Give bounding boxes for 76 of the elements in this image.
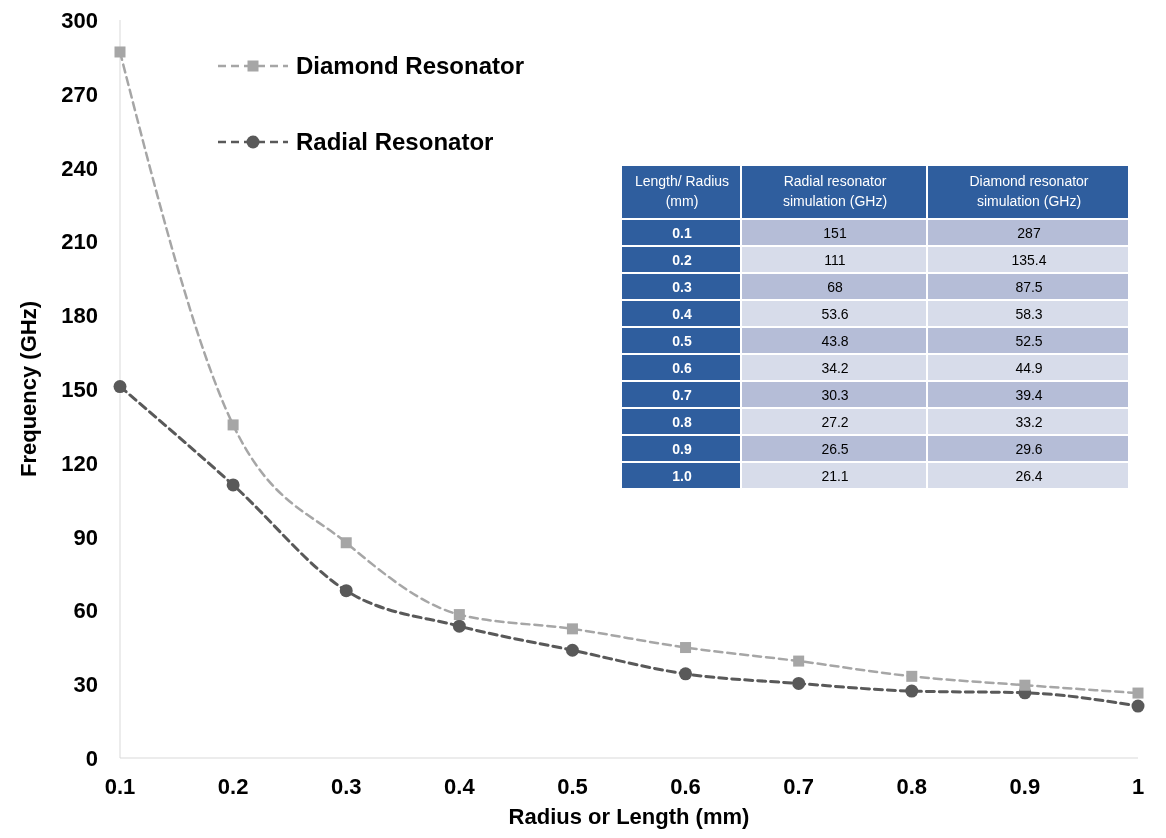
data-label: 30.3 bbox=[821, 387, 849, 403]
point bbox=[452, 619, 466, 633]
y-tick-label: 180 bbox=[61, 303, 98, 329]
data-label: 58.3 bbox=[1015, 306, 1043, 322]
data-label: 26.5 bbox=[821, 441, 849, 457]
y-tick-label: 210 bbox=[61, 229, 98, 255]
x-tick-label: 0.2 bbox=[217, 774, 249, 799]
data-label: 135.4 bbox=[1011, 252, 1047, 268]
data-label: 34.2 bbox=[821, 360, 849, 376]
data-label: 26.4 bbox=[1015, 468, 1043, 484]
y-tick-label: 0.6 bbox=[672, 360, 692, 376]
y-tick-label: 0.7 bbox=[672, 387, 692, 403]
data-label: 53.6 bbox=[821, 306, 849, 322]
point bbox=[679, 667, 693, 681]
point bbox=[793, 655, 805, 667]
point bbox=[566, 623, 578, 635]
point bbox=[340, 537, 352, 549]
point bbox=[1131, 699, 1145, 713]
data-label: 44.9 bbox=[1015, 360, 1043, 376]
x-tick-label: 0.1 bbox=[104, 774, 136, 799]
point bbox=[1132, 687, 1144, 699]
x-tick-label: 0.8 bbox=[896, 774, 928, 799]
y-tick-label: 90 bbox=[73, 524, 98, 550]
point bbox=[114, 46, 126, 58]
point bbox=[906, 670, 918, 682]
x-axis-title: Radius or Length (mm) bbox=[508, 804, 750, 829]
x-tick-label: 0.9 bbox=[1009, 774, 1041, 799]
y-tick-label: 240 bbox=[61, 155, 98, 181]
y-tick-label: 1.0 bbox=[672, 468, 692, 484]
legend-label: Diamond Resonator bbox=[296, 52, 525, 79]
y-axis-title: Length/ Radius (mm) bbox=[634, 173, 730, 209]
y-tick-label: 270 bbox=[61, 81, 98, 107]
point bbox=[453, 609, 465, 621]
data-label: 39.4 bbox=[1015, 387, 1043, 403]
data-label: 151 bbox=[823, 225, 847, 241]
point bbox=[1019, 679, 1031, 691]
x-tick-label: 0.3 bbox=[330, 774, 362, 799]
point bbox=[113, 380, 127, 394]
data-label: 287 bbox=[1017, 225, 1041, 241]
data-label: 21.1 bbox=[821, 468, 849, 484]
data-label: 68 bbox=[827, 279, 843, 295]
legend-label: Radial Resonator bbox=[296, 128, 494, 155]
y-tick-label: 150 bbox=[61, 377, 98, 402]
data-label: 52.5 bbox=[1015, 333, 1043, 349]
y-tick-label: 120 bbox=[61, 450, 98, 476]
x-tick-label: 1 bbox=[1131, 774, 1145, 799]
x-tick-label: 0.7 bbox=[783, 774, 814, 799]
y-tick-label: 0.5 bbox=[672, 333, 692, 349]
data-label: 111 bbox=[824, 252, 846, 268]
point bbox=[792, 676, 806, 690]
y-tick-label: 300 bbox=[61, 8, 98, 33]
y-tick-label: 0.8 bbox=[672, 414, 692, 430]
data-label: 33.2 bbox=[1015, 414, 1043, 430]
data-label: 43.8 bbox=[821, 333, 849, 349]
point bbox=[227, 419, 239, 431]
point bbox=[905, 684, 919, 698]
x-tick-label: Diamond resonator simulation (GHz) bbox=[969, 173, 1089, 209]
x-tick-label: Radial resonator simulation (GHz) bbox=[782, 173, 888, 209]
y-tick-label: 0 bbox=[85, 746, 98, 771]
y-axis-title: Frequency (GHz) bbox=[16, 300, 41, 478]
y-tick-label: 0.4 bbox=[672, 306, 692, 322]
data-label: 29.6 bbox=[1015, 441, 1043, 457]
point bbox=[680, 642, 692, 654]
point bbox=[339, 584, 353, 598]
x-tick-label: 0.5 bbox=[557, 774, 588, 799]
y-tick-label: 0.9 bbox=[672, 441, 692, 457]
y-tick-label: 30 bbox=[73, 672, 98, 698]
point bbox=[226, 478, 240, 492]
y-tick-label: 0.1 bbox=[672, 225, 692, 241]
x-tick-label: 0.4 bbox=[444, 774, 476, 799]
point bbox=[565, 643, 579, 657]
data-label: 87.5 bbox=[1015, 279, 1043, 295]
y-tick-label: 0.3 bbox=[672, 279, 692, 295]
y-tick-label: 60 bbox=[73, 598, 98, 624]
data-label: 27.2 bbox=[821, 414, 849, 430]
y-tick-label: 0.2 bbox=[672, 252, 692, 268]
